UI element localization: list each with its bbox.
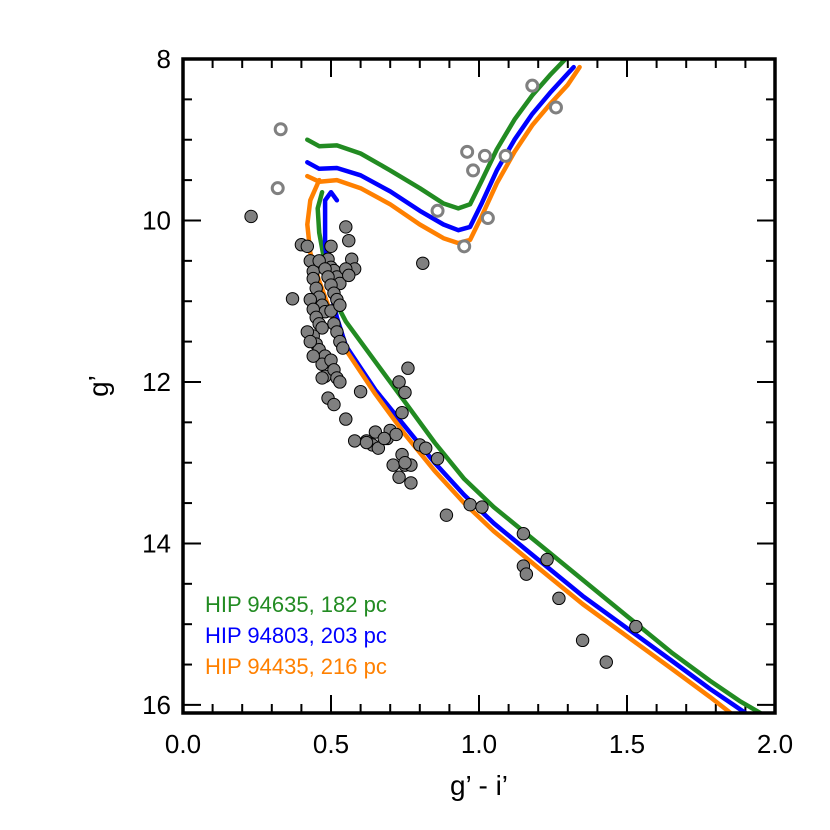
- filled-data-point: [303, 334, 317, 349]
- filled-data-point: [333, 298, 347, 312]
- y-tick-label: 12: [142, 367, 171, 397]
- filled-data-point: [430, 451, 445, 466]
- filled-data-point: [285, 292, 300, 306]
- y-tick-label: 14: [142, 528, 171, 558]
- filled-data-point: [629, 619, 643, 634]
- open-data-point: [457, 239, 472, 254]
- filled-data-point: [244, 209, 258, 224]
- filled-data-point: [315, 321, 329, 335]
- legend-entry-hip-94803: HIP 94803, 203 pc: [205, 623, 387, 648]
- open-data-point: [477, 148, 492, 163]
- filled-data-point: [347, 434, 362, 448]
- open-data-point: [525, 78, 540, 93]
- x-tick-label: 1.0: [461, 729, 497, 759]
- filled-data-point: [300, 239, 315, 254]
- x-axis-label: g’ - i’: [450, 770, 508, 801]
- tick-labels: 0.0 0.5 1.0 1.5 2.0 8 10 12 14 16: [142, 44, 793, 759]
- isochrone-line-0: [305, 59, 569, 211]
- filled-data-point: [395, 405, 409, 420]
- filled-data-point: [315, 371, 329, 385]
- filled-data-point: [342, 233, 356, 248]
- open-data-point: [548, 100, 563, 115]
- filled-data-point: [401, 361, 415, 375]
- filled-data-point: [339, 220, 353, 234]
- filled-data-point: [336, 341, 350, 355]
- filled-data-point: [324, 239, 338, 254]
- open-data-point: [480, 211, 495, 226]
- filled-data-point: [398, 456, 412, 470]
- filled-data-point: [516, 527, 531, 541]
- open-data-point: [460, 144, 475, 159]
- open-data-point: [498, 148, 513, 163]
- filled-data-point: [575, 633, 590, 648]
- filled-data-point: [389, 427, 403, 442]
- filled-data-point: [392, 470, 406, 484]
- filled-data-point: [327, 397, 341, 412]
- filled-data-point: [475, 500, 489, 514]
- y-tick-label: 10: [142, 205, 171, 235]
- isochrone-line-3: [322, 189, 748, 713]
- filled-data-point: [392, 375, 406, 389]
- x-tick-label: 2.0: [757, 729, 793, 759]
- filled-data-point: [599, 655, 613, 669]
- filled-data-point: [359, 435, 374, 450]
- x-tick-label: 0.5: [313, 729, 349, 759]
- filled-data-point: [404, 476, 418, 490]
- filled-data-point: [463, 497, 477, 512]
- isochrone-line-4: [305, 64, 582, 246]
- filled-data-point: [398, 385, 412, 400]
- filled-data-point: [353, 384, 368, 399]
- y-tick-label: 16: [142, 690, 171, 720]
- filled-data-point: [386, 458, 400, 472]
- isochrone-line-2: [305, 64, 576, 233]
- filled-data-point: [419, 441, 433, 455]
- filled-data-point: [439, 508, 454, 522]
- legend-entry-hip-94635: HIP 94635, 182 pc: [205, 592, 387, 617]
- y-axis-label: g’: [83, 375, 114, 397]
- data-points: [244, 78, 643, 669]
- filled-data-point: [342, 268, 356, 283]
- filled-data-point: [540, 552, 554, 567]
- plot-frame: [181, 57, 777, 715]
- filled-data-point: [377, 431, 391, 446]
- open-data-point: [273, 122, 288, 137]
- filled-data-point: [552, 591, 566, 606]
- y-tick-label: 8: [157, 44, 171, 74]
- filled-data-point: [339, 412, 353, 426]
- filled-data-point: [519, 567, 534, 581]
- open-data-point: [270, 181, 285, 196]
- legend: HIP 94635, 182 pc HIP 94803, 203 pc HIP …: [205, 592, 387, 679]
- filled-data-point: [416, 256, 430, 270]
- open-data-point: [466, 163, 481, 178]
- x-tick-label: 1.5: [609, 729, 645, 759]
- filled-data-point: [333, 375, 347, 389]
- legend-entry-hip-94435: HIP 94435, 216 pc: [205, 654, 387, 679]
- filled-data-point: [371, 441, 386, 455]
- x-tick-label: 0.0: [165, 729, 201, 759]
- filled-data-point: [306, 349, 320, 363]
- open-data-point: [430, 203, 445, 218]
